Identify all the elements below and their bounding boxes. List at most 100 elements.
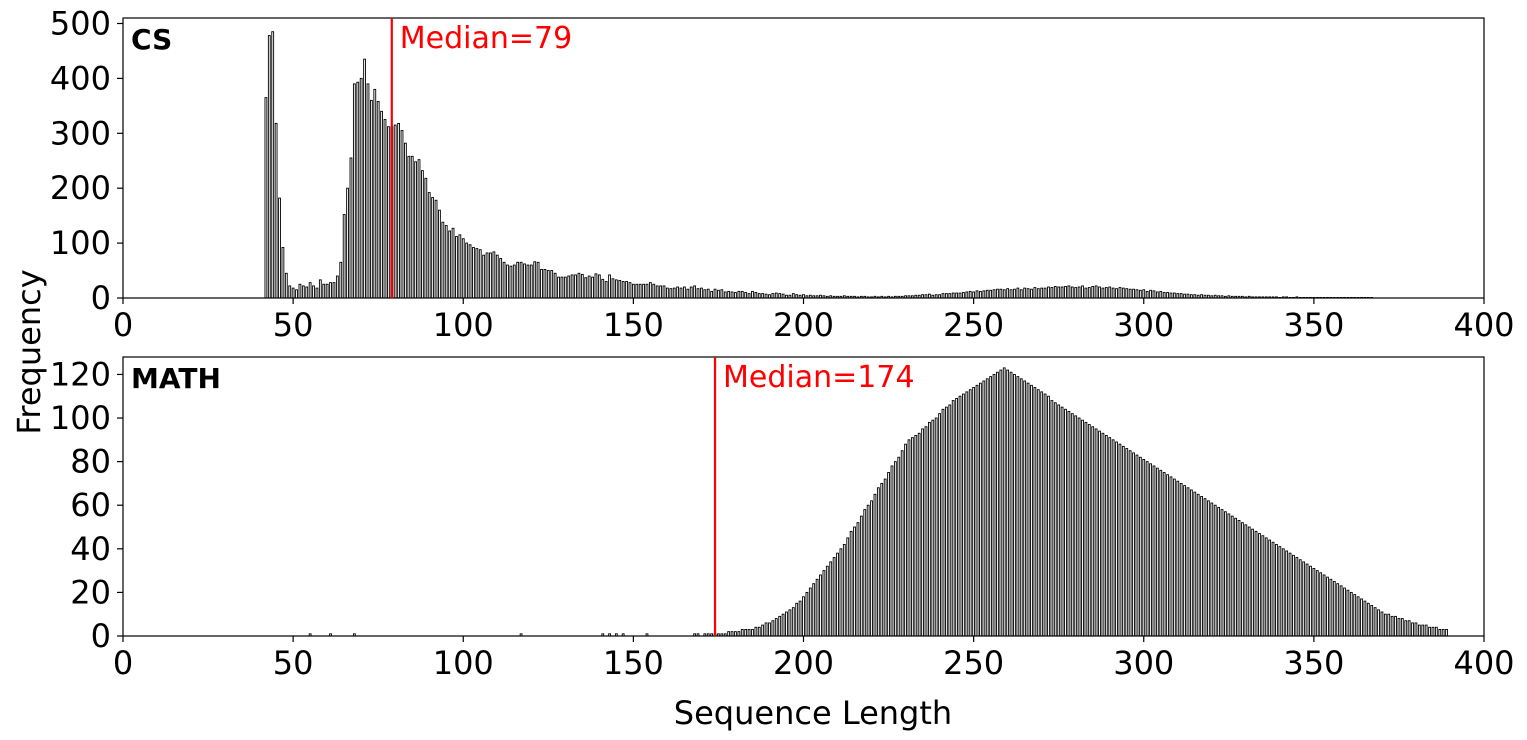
histogram-bar	[1132, 288, 1135, 299]
histogram-bar	[523, 263, 526, 299]
histogram-bar	[876, 487, 880, 637]
histogram-bar	[1043, 287, 1047, 299]
histogram-bar	[1016, 376, 1020, 637]
histogram-bar	[1227, 513, 1231, 637]
histogram-bar	[1094, 428, 1098, 637]
histogram-bar	[438, 209, 441, 299]
histogram-bar	[832, 557, 836, 637]
histogram-bar	[451, 227, 455, 299]
histogram-bar	[400, 130, 404, 299]
histogram-bar	[489, 252, 492, 299]
x-tick-label: 350	[1283, 644, 1344, 682]
histogram-bar	[1326, 576, 1329, 637]
histogram-bar	[635, 283, 639, 299]
histogram-bar	[315, 287, 319, 299]
histogram-bar	[342, 214, 346, 299]
histogram-bar	[1013, 288, 1016, 299]
histogram-bar	[393, 124, 397, 299]
histogram-bar	[1084, 421, 1088, 637]
histogram-bar	[1152, 465, 1156, 637]
histogram-bar	[519, 261, 523, 299]
histogram-bar	[1380, 611, 1384, 637]
histogram-bar	[1200, 496, 1203, 637]
histogram-bar	[485, 252, 489, 299]
histogram-bar	[788, 609, 792, 637]
histogram-bar	[1023, 380, 1027, 637]
histogram-bar	[1128, 288, 1132, 299]
histogram-bar	[1213, 504, 1217, 637]
panel-label: MATH	[131, 362, 221, 395]
histogram-bar	[339, 261, 343, 299]
histogram-bar	[1217, 506, 1220, 637]
histogram-bar	[982, 380, 986, 637]
histogram-bar	[407, 155, 411, 299]
histogram-bar	[768, 622, 771, 637]
histogram-bar	[570, 274, 574, 299]
panel-label: CS	[131, 23, 172, 56]
histogram-bar	[1315, 570, 1319, 637]
histogram-bar	[659, 285, 662, 299]
histogram-bar	[676, 286, 679, 299]
histogram-bar	[808, 587, 812, 637]
histogram-bar	[1251, 528, 1255, 637]
histogram-bar	[1074, 287, 1078, 299]
x-tick-label: 100	[433, 306, 494, 344]
histogram-bar	[567, 275, 571, 299]
histogram-bar	[546, 270, 550, 299]
histogram-bar	[1411, 622, 1414, 637]
histogram-bar	[747, 629, 751, 637]
histogram-bar	[955, 397, 958, 637]
histogram-bar	[625, 281, 628, 299]
histogram-bar	[1309, 565, 1312, 637]
histogram-bar	[989, 376, 993, 637]
histogram-bar	[1281, 548, 1285, 637]
histogram-bar	[550, 270, 554, 299]
histogram-bar	[649, 282, 652, 299]
histogram-bar	[1254, 530, 1258, 637]
histogram-bar	[1074, 415, 1078, 637]
histogram-bar	[887, 472, 890, 637]
y-tick-label: 500	[50, 4, 111, 42]
histogram-bar	[1016, 287, 1020, 299]
histogram-bar	[628, 282, 632, 299]
histogram-bar	[689, 286, 693, 299]
histogram-bar	[387, 126, 390, 299]
x-tick-label: 250	[943, 644, 1004, 682]
histogram-bar	[999, 369, 1003, 637]
histogram-bar	[1159, 469, 1163, 637]
histogram-bar	[414, 161, 417, 299]
x-tick-label: 300	[1113, 644, 1174, 682]
histogram-bar	[1278, 546, 1282, 637]
histogram-bar	[1244, 524, 1248, 637]
histogram-bar	[305, 286, 309, 299]
histogram-bar	[781, 613, 785, 637]
histogram-bar	[1172, 292, 1176, 299]
histogram-bar	[737, 290, 741, 299]
histogram-bar	[863, 509, 867, 637]
histogram-bar	[802, 596, 805, 637]
histogram-bar	[1302, 561, 1306, 637]
histogram-bar	[958, 292, 962, 299]
histogram-bar	[965, 291, 969, 299]
x-tick-label: 200	[773, 306, 834, 344]
histogram-bar	[1067, 285, 1071, 299]
histogram-bar	[815, 578, 819, 637]
histogram-bar	[1397, 618, 1401, 637]
histogram-bar	[1237, 520, 1241, 637]
histogram-bar	[614, 279, 618, 299]
x-tick-label: 250	[943, 306, 1004, 344]
histogram-bar	[421, 170, 424, 299]
histogram-bar	[363, 58, 366, 299]
histogram-bar	[329, 282, 332, 299]
histogram-bar	[1121, 445, 1125, 637]
histogram-bar	[1336, 583, 1340, 637]
histogram-bar	[1026, 382, 1030, 637]
histogram-bar	[1445, 629, 1448, 637]
histogram-bar	[536, 261, 540, 299]
histogram-bar	[1370, 605, 1374, 637]
histogram-bar	[921, 428, 924, 637]
histogram-bar	[951, 292, 955, 299]
histogram-bar	[870, 500, 873, 637]
histogram-bar	[713, 288, 717, 299]
histogram-bar	[972, 387, 976, 637]
